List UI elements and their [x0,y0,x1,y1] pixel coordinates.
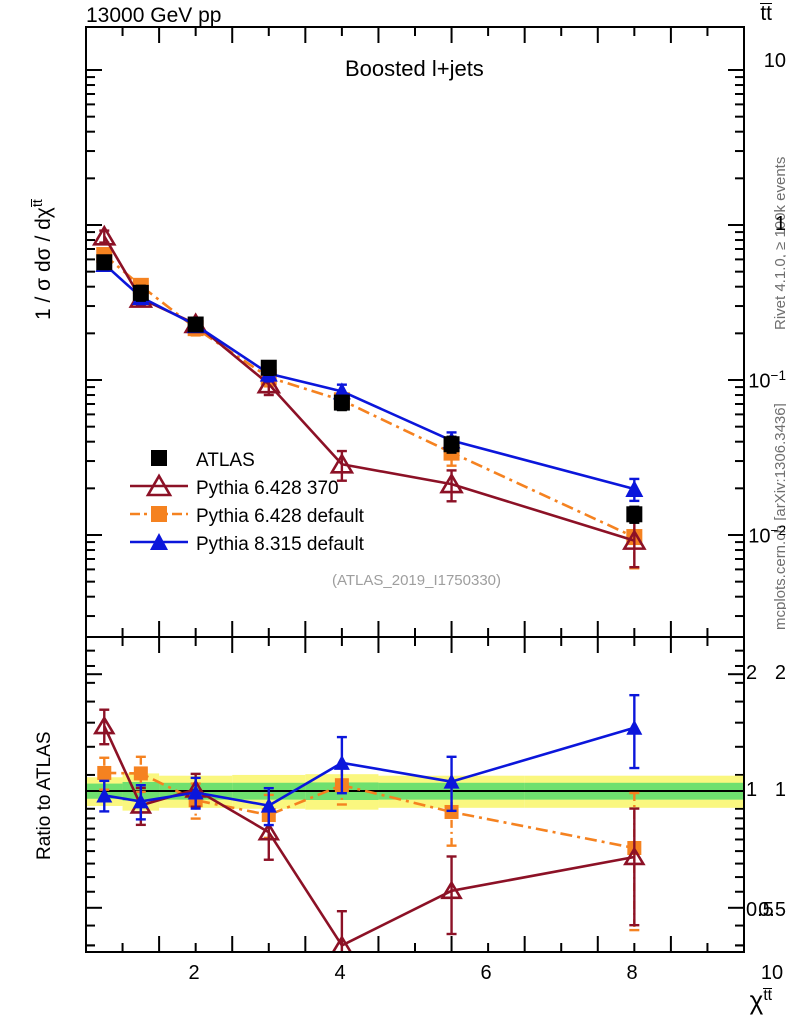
series-line-pythia-6-428-370 [103,725,635,947]
marker-triangle [150,533,168,550]
marker-triangle-open [440,880,463,900]
marker-triangle [96,787,113,803]
marker-triangle-open [623,846,646,866]
marker-triangle-open [332,934,352,951]
ratio-ytick-05-right: 0.5 [746,899,774,921]
marker-square [626,506,643,523]
xtick-8: 8 [626,962,638,984]
header-ttbar-t1: t [760,2,767,25]
marker-square [96,254,113,271]
xtick-10: 10 [760,962,784,984]
marker-triangle [260,797,277,813]
marker-triangle-open [257,821,281,841]
marker-triangle [625,480,644,498]
marker-square [333,394,350,411]
legend-label-py6-def: Pythia 6.428 default [196,506,364,527]
x-axis-label: χ tt [749,985,772,1015]
main-ytick-1e-2: 10−2 [748,523,786,548]
marker-triangle-open [92,224,117,246]
marker-triangle-open [92,715,116,735]
legend-marker-atlas [151,450,167,466]
marker-square [132,284,149,301]
xtick-6: 6 [480,962,492,984]
xtick-2: 2 [188,962,200,984]
series-line-pythia-6-428-default [103,254,635,539]
marker-square [260,359,277,376]
marker-triangle-open [256,372,282,394]
legend-label-py6-370: Pythia 6.428 370 [196,478,339,499]
marker-triangle [626,719,643,735]
plot-title: Boosted l+jets [345,56,484,81]
legend-label-atlas: ATLAS [196,450,255,471]
main-ytick-1e-1: 10−1 [748,368,786,393]
header-process-label: tt [760,2,772,26]
marker-triangle-open [439,472,464,494]
marker-square [97,765,112,780]
marker-triangle [443,773,460,789]
main-ytick-10: 10 [763,50,786,72]
ratio-ytick-2-right: 2 [746,662,758,684]
legend-label-py8-def: Pythia 8.315 default [196,534,364,555]
series-line-pythia-8-315-default [103,263,635,491]
header-beam-label: 13000 GeV pp [86,4,222,27]
xtick-4: 4 [334,962,346,984]
main-ytick-1: 1 [774,213,786,235]
series-line-pythia-6-428-370 [103,235,635,542]
header-ttbar-t2: t [766,2,772,25]
ratio-ytick-1-right: 1 [746,779,758,801]
marker-triangle-open [329,452,355,474]
marker-triangle [333,754,350,770]
analysis-watermark: (ATLAS_2019_I1750330) [332,572,502,589]
marker-triangle [187,784,204,800]
ratio-ytick-1-left: 1 [774,779,786,801]
marker-triangle [132,793,149,809]
ratio-ytick-2-left: 2 [774,662,786,684]
marker-square [187,316,204,333]
ratio-ytick-05-left: 0.5 [758,899,786,921]
marker-square [443,436,460,453]
marker-triangle-open [622,529,647,550]
marker-square [133,766,148,781]
marker-triangle-open [145,473,173,497]
legend-marker-py6-def [151,506,167,522]
